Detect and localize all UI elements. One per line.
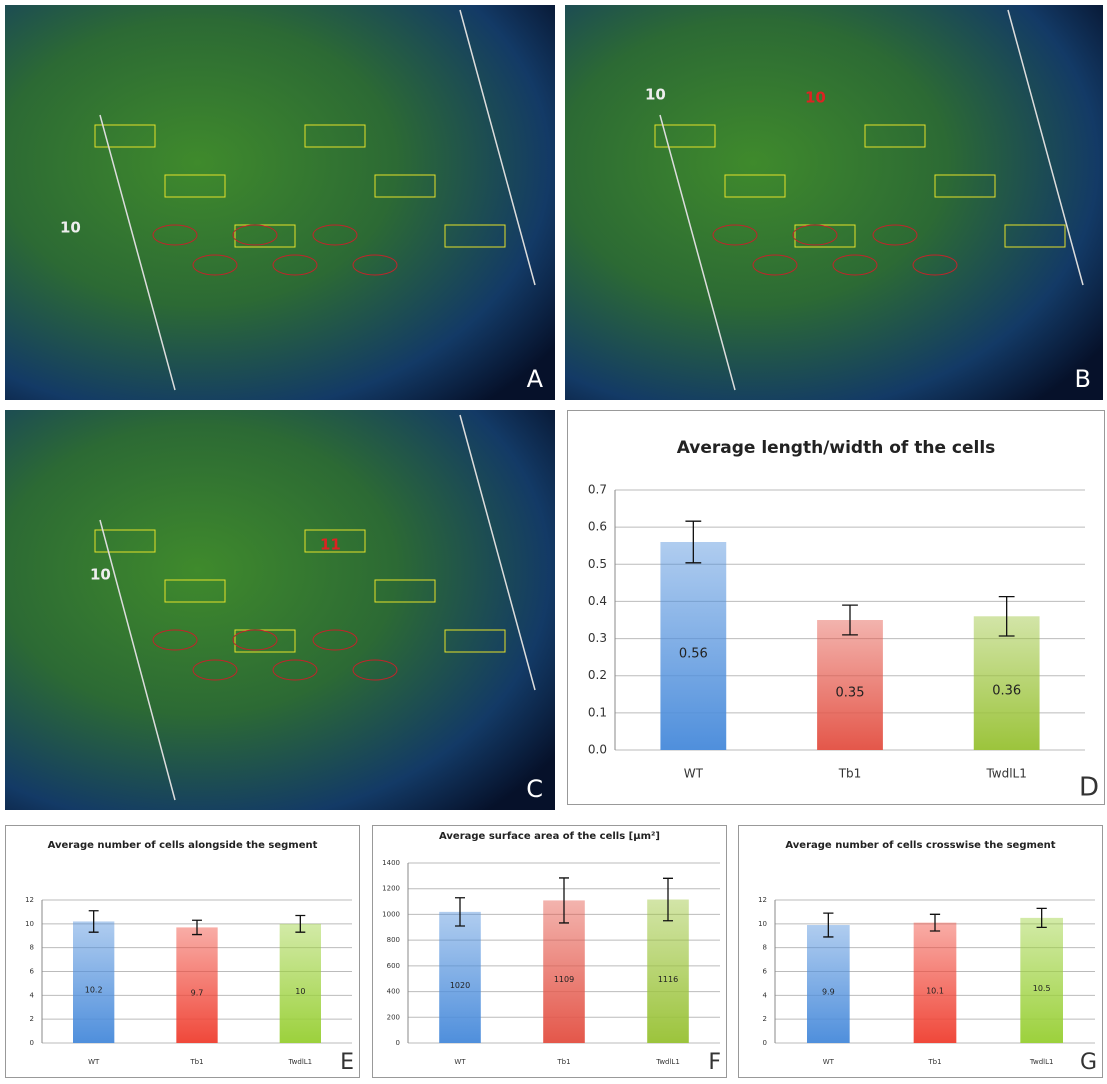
y-tick-label: 12 [758, 896, 767, 904]
y-tick-label: 0.1 [588, 705, 607, 719]
x-tick-label: TwdlL1 [985, 767, 1026, 781]
panel-letter: D [1079, 773, 1099, 803]
y-tick-label: 10 [25, 920, 34, 928]
x-tick-label: Tb1 [927, 1058, 941, 1066]
y-tick-label: 2 [30, 1015, 34, 1023]
y-tick-label: 0 [30, 1039, 34, 1047]
y-tick-label: 8 [30, 944, 34, 952]
image-label: 11 [320, 536, 341, 554]
y-tick-label: 0.6 [588, 520, 607, 534]
y-tick-label: 0 [763, 1039, 767, 1047]
bar [280, 924, 321, 1043]
chart: Average surface area of the cells [µm²] 0… [373, 826, 727, 1078]
chart-title: Average surface area of the cells [µm²] [402, 831, 697, 844]
y-tick-label: 600 [387, 962, 400, 970]
bar [439, 912, 481, 1043]
value-label: 0.56 [679, 647, 708, 662]
bar [807, 925, 850, 1043]
micrograph: 10 11 C [5, 410, 555, 810]
value-label: 9.9 [822, 988, 835, 997]
panel-letter: A [527, 365, 544, 393]
y-tick-label: 10 [758, 920, 767, 928]
panel-letter: G [1080, 1050, 1097, 1075]
value-label: 1116 [658, 975, 678, 984]
y-tick-label: 6 [763, 968, 768, 976]
y-tick-label: 0 [396, 1039, 400, 1047]
y-tick-label: 1400 [382, 859, 400, 867]
x-tick-label: Tb1 [556, 1058, 570, 1066]
y-tick-label: 0.5 [588, 557, 607, 571]
value-label: 10.2 [85, 986, 103, 995]
x-tick-label: Tb1 [838, 767, 862, 781]
y-tick-label: 0.0 [588, 743, 607, 757]
chart: Average number of cells alongside the se… [6, 826, 360, 1078]
x-tick-label: TwdlL1 [655, 1058, 680, 1066]
x-tick-label: Tb1 [189, 1058, 203, 1066]
chart-title-box: Average surface area of the cells [µm²] [402, 831, 697, 871]
image-label: 10 [805, 89, 826, 107]
x-tick-label: TwdlL1 [1029, 1058, 1054, 1066]
y-tick-label: 2 [763, 1015, 767, 1023]
panel-letter: C [526, 775, 543, 803]
y-tick-label: 0.3 [588, 631, 607, 645]
value-label: 9.7 [191, 989, 204, 998]
y-tick-label: 0.2 [588, 668, 607, 682]
y-tick-label: 4 [763, 991, 768, 999]
image-label: 10 [645, 86, 666, 104]
y-tick-label: 0.4 [588, 594, 607, 608]
page: {"images": [ {"panel": "A", "labels": ["… [0, 0, 1107, 1080]
chart-title-box: Average number of cells crosswise the se… [768, 840, 1073, 880]
x-tick-label: WT [823, 1058, 835, 1066]
image-label: 10 [60, 219, 81, 237]
bar [914, 923, 957, 1043]
value-label: 10 [295, 987, 305, 996]
x-tick-label: WT [684, 767, 704, 781]
value-label: 0.36 [992, 684, 1021, 699]
x-tick-label: WT [454, 1058, 466, 1066]
micrograph-image [5, 5, 555, 400]
y-tick-label: 800 [387, 936, 400, 944]
value-label: 0.35 [836, 686, 865, 701]
chart: Average length/width of the cells 0.0 0.1 0… [568, 411, 1105, 805]
micrograph: 10 10 B [565, 5, 1103, 400]
bar [176, 927, 217, 1043]
y-tick-label: 4 [30, 991, 35, 999]
y-tick-label: 1200 [382, 885, 400, 893]
panel-letter: E [340, 1050, 354, 1075]
y-tick-label: 200 [387, 1013, 400, 1021]
panel-letter: F [708, 1050, 721, 1075]
chart-title: Average length/width of the cells [597, 438, 1075, 459]
value-label: 10.5 [1033, 984, 1051, 993]
y-tick-label: 6 [30, 968, 35, 976]
x-tick-label: TwdlL1 [288, 1058, 313, 1066]
micrograph-image [5, 410, 555, 810]
bar [1020, 918, 1063, 1043]
value-label: 1020 [450, 981, 470, 990]
chart-title: Average number of cells crosswise the se… [768, 840, 1073, 853]
figure: 10 A 10 10 B 10 11 C Average length/width of the… [0, 0, 1107, 1080]
bar [73, 921, 114, 1043]
chart-title-box: Average length/width of the cells [597, 438, 1075, 478]
chart-title: Average number of cells alongside the se… [35, 840, 330, 853]
image-label: 10 [90, 566, 111, 584]
value-label: 1109 [554, 975, 574, 984]
y-tick-label: 8 [763, 944, 767, 952]
micrograph: 10 A [5, 5, 555, 400]
value-label: 10.1 [926, 986, 944, 995]
y-tick-label: 1000 [382, 910, 400, 918]
y-tick-label: 400 [387, 988, 400, 996]
x-tick-label: WT [88, 1058, 100, 1066]
y-tick-label: 12 [25, 896, 34, 904]
y-tick-label: 0.7 [588, 483, 607, 497]
chart-title-box: Average number of cells alongside the se… [35, 840, 330, 880]
chart: Average number of cells crosswise the se… [739, 826, 1103, 1078]
panel-letter: B [1075, 365, 1091, 393]
